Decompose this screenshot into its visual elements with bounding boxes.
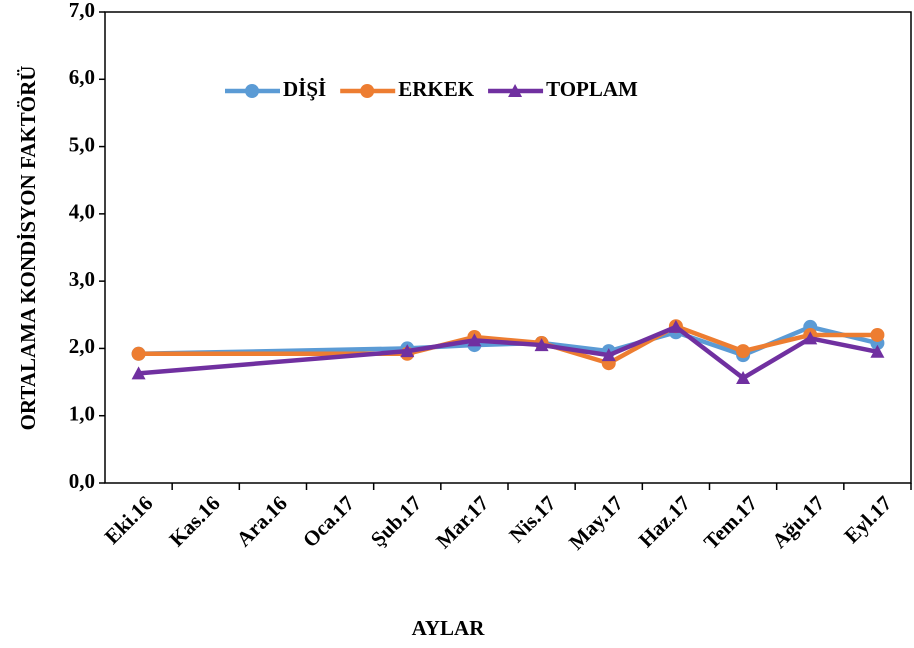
x-tick-label: Eki.16 xyxy=(100,491,158,549)
point xyxy=(803,331,818,345)
line-segment xyxy=(406,338,475,354)
line-segment xyxy=(741,336,812,380)
x-tick-label: Ağu.17 xyxy=(767,491,829,553)
point xyxy=(736,371,751,385)
line-segment xyxy=(809,336,878,354)
line-segment xyxy=(742,332,811,354)
point xyxy=(668,319,683,333)
point xyxy=(131,346,146,361)
x-tick-label: May.17 xyxy=(564,491,628,555)
y-tick-label: 6,0 xyxy=(69,65,95,89)
point xyxy=(736,344,751,359)
point xyxy=(870,327,885,342)
y-tick-label: 3,0 xyxy=(69,267,95,291)
x-axis-title: AYLAR xyxy=(412,616,486,640)
legend-label: DİŞİ xyxy=(283,77,326,101)
legend-marker xyxy=(245,84,259,98)
plot-frame xyxy=(104,11,912,484)
point xyxy=(131,366,146,380)
x-tick-label: Tem.17 xyxy=(699,491,762,554)
x-tick-label: Kas.16 xyxy=(164,491,224,551)
line-segment xyxy=(674,325,745,380)
point xyxy=(534,338,549,352)
line-segment xyxy=(474,338,542,348)
point xyxy=(400,344,415,358)
x-tick-label: Eyl.17 xyxy=(839,491,896,548)
y-tick-label: 1,0 xyxy=(69,402,95,426)
legend-marker xyxy=(360,84,375,98)
line-segment xyxy=(675,324,744,354)
legend-marker xyxy=(508,84,523,97)
x-tick-label: Oca.17 xyxy=(298,491,359,552)
legend-label: TOPLAM xyxy=(546,77,638,101)
point xyxy=(601,348,616,362)
x-tick-label: Mar.17 xyxy=(431,491,493,553)
y-tick-label: 7,0 xyxy=(69,0,95,22)
y-tick-label: 0,0 xyxy=(69,469,95,493)
x-tick-label: Haz.17 xyxy=(634,491,695,552)
y-axis-title: ORTALAMA KONDİSYON FAKTÖRÜ xyxy=(16,66,40,431)
y-tick-label: 5,0 xyxy=(69,132,95,156)
line-segment xyxy=(541,342,610,358)
point xyxy=(870,344,885,358)
point xyxy=(467,333,482,347)
x-tick-label: Nis.17 xyxy=(504,491,560,547)
line-segment xyxy=(607,324,677,358)
legend-label: ERKEK xyxy=(398,77,475,101)
y-tick-label: 2,0 xyxy=(69,334,95,358)
x-tick-label: Ara.16 xyxy=(232,491,292,551)
line-segment xyxy=(138,348,408,376)
y-tick-label: 4,0 xyxy=(69,200,95,224)
x-tick-label: Şub.17 xyxy=(366,491,426,551)
